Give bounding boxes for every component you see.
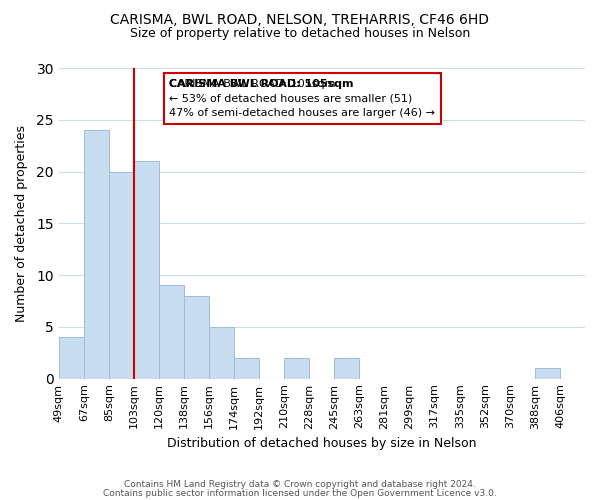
X-axis label: Distribution of detached houses by size in Nelson: Distribution of detached houses by size … bbox=[167, 437, 476, 450]
Text: Size of property relative to detached houses in Nelson: Size of property relative to detached ho… bbox=[130, 28, 470, 40]
Bar bbox=[234, 358, 259, 378]
Text: CARISMA BWL ROAD: 105sqm
← 53% of detached houses are smaller (51)
47% of semi-d: CARISMA BWL ROAD: 105sqm ← 53% of detach… bbox=[169, 79, 436, 118]
Bar bbox=[159, 286, 184, 378]
Bar bbox=[59, 338, 84, 378]
Bar bbox=[109, 172, 134, 378]
Bar bbox=[209, 327, 234, 378]
Bar bbox=[84, 130, 109, 378]
Text: CARISMA, BWL ROAD, NELSON, TREHARRIS, CF46 6HD: CARISMA, BWL ROAD, NELSON, TREHARRIS, CF… bbox=[110, 12, 490, 26]
Bar bbox=[284, 358, 310, 378]
Bar bbox=[184, 296, 209, 378]
Bar bbox=[334, 358, 359, 378]
Text: CARISMA BWL ROAD: 105sqm: CARISMA BWL ROAD: 105sqm bbox=[169, 79, 354, 89]
Y-axis label: Number of detached properties: Number of detached properties bbox=[15, 125, 28, 322]
Text: Contains HM Land Registry data © Crown copyright and database right 2024.: Contains HM Land Registry data © Crown c… bbox=[124, 480, 476, 489]
Bar bbox=[134, 161, 159, 378]
Text: Contains public sector information licensed under the Open Government Licence v3: Contains public sector information licen… bbox=[103, 489, 497, 498]
Bar bbox=[535, 368, 560, 378]
